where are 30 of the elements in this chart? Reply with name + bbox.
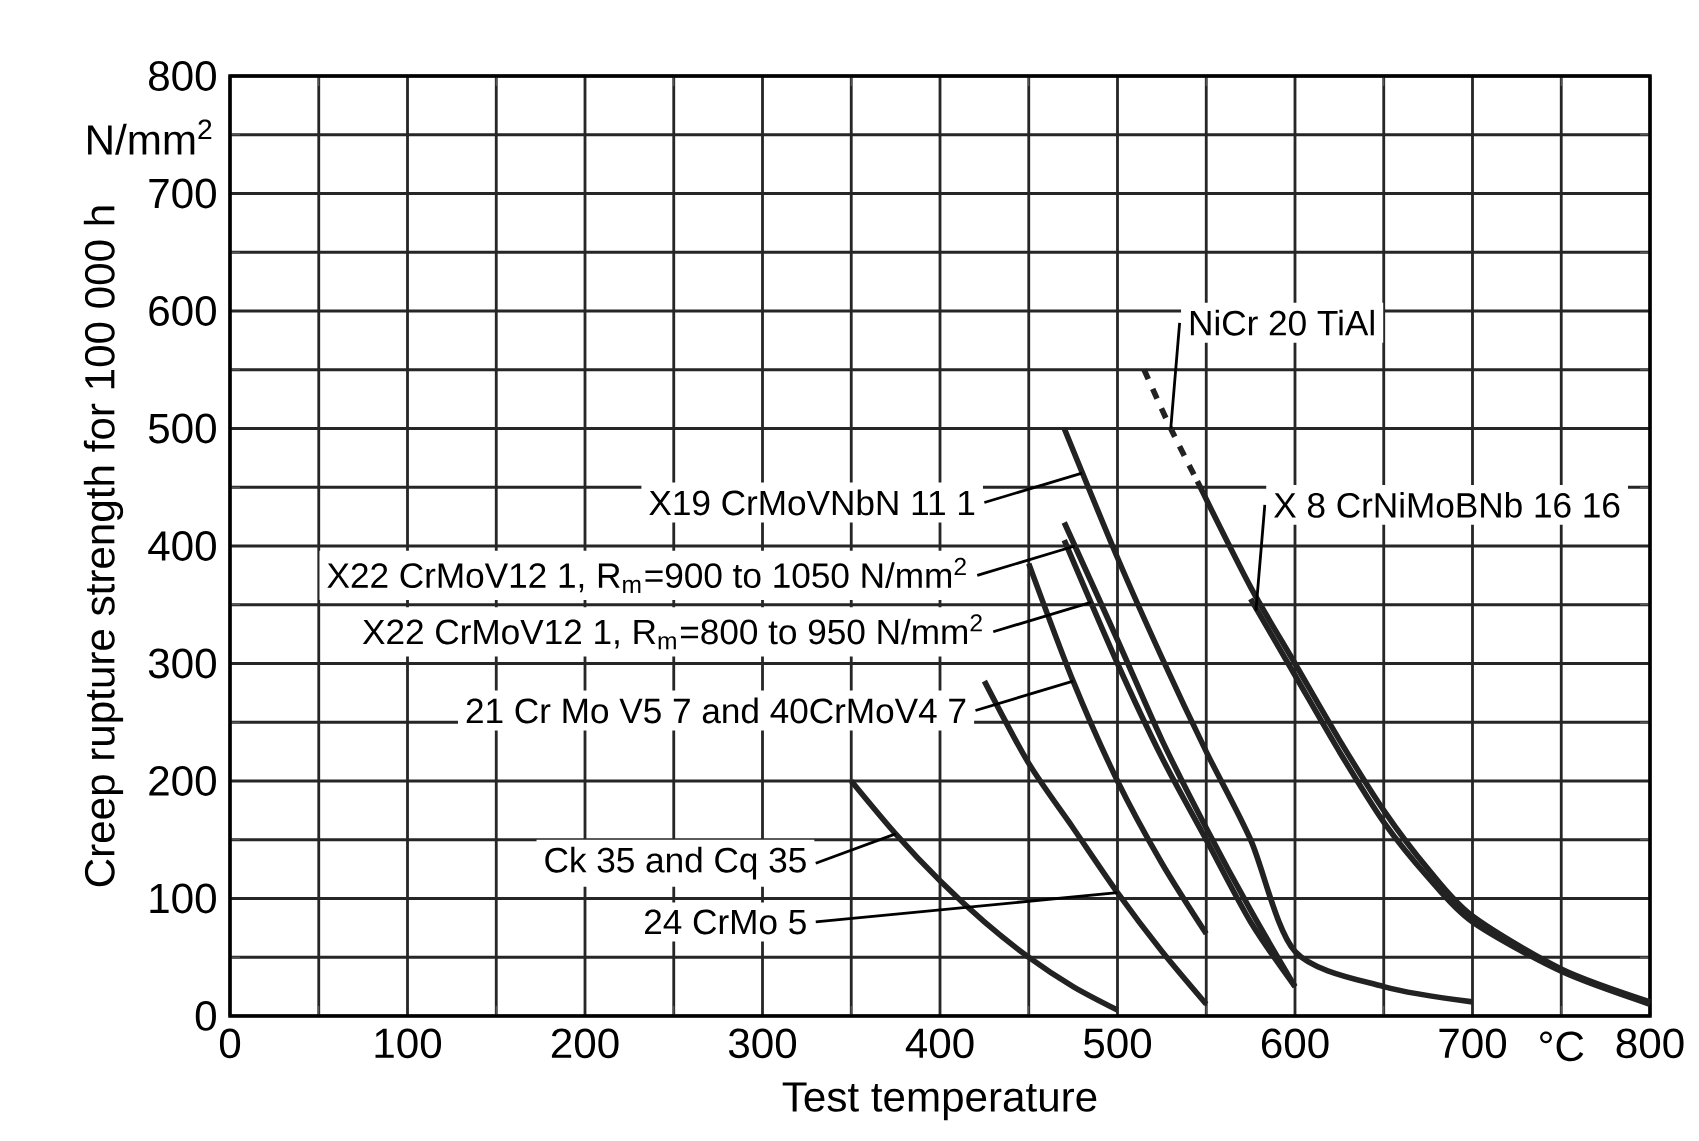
y-tick-label: 100 xyxy=(150,883,216,914)
x-tick-label: 0 xyxy=(219,1028,241,1059)
y-tick-label: 200 xyxy=(149,766,216,796)
y-axis-title: Creep rupture strength for 100 000 h xyxy=(83,206,124,887)
annotation: X22 CrMoV12 1, R$_{m}$=900 to 1050 N/mm$^{2}$ xyxy=(327,557,966,593)
annotation: Ck 35 and Cq 35 xyxy=(545,846,806,880)
x-tick-label: 700 xyxy=(1439,1028,1507,1059)
text: N/mm$^{2}$ xyxy=(88,119,212,155)
x-axis-title: Test temperature xyxy=(782,1082,1097,1121)
y-tick-label: 400 xyxy=(148,531,216,561)
y-tick-label: 0 xyxy=(195,1001,216,1031)
y-tick-label: 700 xyxy=(149,178,216,209)
y-tick-label: 500 xyxy=(148,413,216,444)
x-tick-label: 300 xyxy=(728,1028,797,1059)
annotation: NiCr 20 TiAl xyxy=(1190,309,1374,336)
y-tick-label: 800 xyxy=(149,61,216,91)
x-tick-label: 200 xyxy=(551,1028,619,1059)
text: °C xyxy=(1540,1031,1584,1062)
annotation: 21 Cr Mo V5 7 and 40CrMoV4 7 xyxy=(466,697,966,724)
annotation: 24 CrMo 5 xyxy=(645,909,806,935)
y-tick-label: 600 xyxy=(149,296,216,326)
y-tick-label: 300 xyxy=(148,648,216,679)
x-tick-label: 600 xyxy=(1261,1028,1329,1059)
annotation: X19 CrMoVNbN 11 1 xyxy=(649,489,975,516)
annotation: X 8 CrNiMoBNb 16 16 xyxy=(1274,491,1620,518)
x-tick-label: 500 xyxy=(1084,1028,1152,1059)
x-tick-label: 400 xyxy=(905,1028,974,1059)
x-tick-label: 100 xyxy=(375,1028,442,1059)
x-tick-label: 800 xyxy=(1616,1028,1684,1059)
annotation: X22 CrMoV12 1, R$_{m}$=800 to 950 N/mm$^{2}$ xyxy=(362,614,982,650)
